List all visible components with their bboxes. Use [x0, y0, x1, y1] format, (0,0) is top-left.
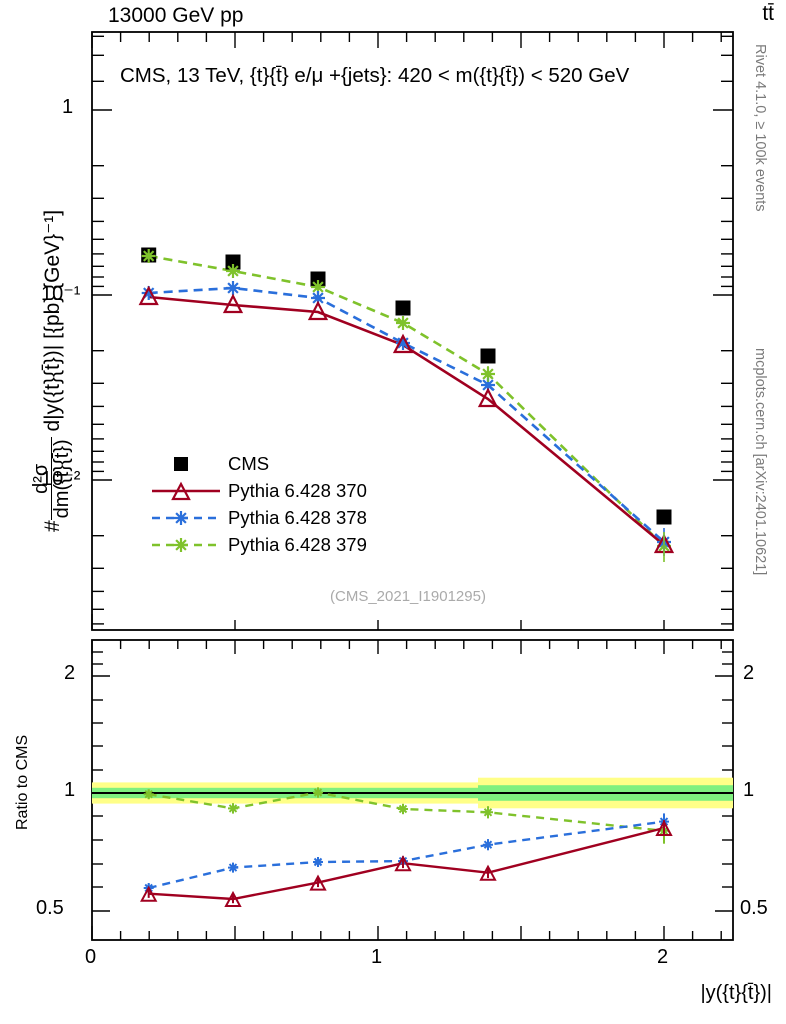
xtick-label-2: 2: [657, 946, 669, 968]
xtick-label-0: 0: [85, 946, 97, 968]
ratio-ytick-label-2-right: 2: [743, 662, 755, 684]
main-x-ticks: [91, 32, 722, 630]
ratio-y-ticks: [92, 651, 733, 912]
xtick-label-1: 1: [371, 946, 383, 968]
plot-title: CMS, 13 TeV, {t}{t̄} e/μ +{jets}: 420 < …: [120, 64, 630, 87]
main-y-ticks: [92, 35, 733, 625]
legend-key-cms: [150, 453, 222, 475]
legend-item-p378[interactable]: Pythia 6.428 378: [150, 504, 367, 531]
legend-item-p379[interactable]: Pythia 6.428 379: [150, 531, 367, 558]
legend-key-p370: [150, 480, 222, 502]
ratio-ytick-label-1-right: 1: [743, 779, 755, 801]
ratio-ytick-label-1-left: 1: [64, 779, 76, 801]
legend-key-p379: [150, 534, 222, 556]
ratio-ytick-label-2-left: 2: [64, 662, 76, 684]
legend-label-p378: Pythia 6.428 378: [228, 506, 367, 528]
legend: CMS Pythia 6.428 370 Pythia 6.428 378: [150, 450, 367, 558]
main-ytick-label-1: 1: [62, 96, 74, 118]
x-axis-label: |y({t}{t̄})|: [700, 982, 772, 1004]
ratio-markers-p378: [143, 813, 669, 893]
legend-item-p370[interactable]: Pythia 6.428 370: [150, 477, 367, 504]
ratio-line-p379: [148, 791, 665, 832]
legend-label-p370: Pythia 6.428 370: [228, 479, 367, 501]
main-ytick-label-1e-2: 10⁻²: [41, 468, 81, 490]
series-line-p379: [148, 254, 665, 547]
main-error-bars: [487, 366, 665, 562]
ratio-line-p370: [148, 826, 665, 901]
series-line-p378: [148, 286, 665, 543]
process-label: tt̄: [762, 2, 774, 25]
ratio-x-ticks: [91, 640, 722, 940]
legend-key-p378: [150, 507, 222, 529]
main-plot-frame: [91, 31, 734, 631]
ratio-markers-p370: [140, 819, 673, 907]
main-ytick-label-1e-1: 10⁻¹: [41, 283, 81, 305]
legend-item-cms[interactable]: CMS: [150, 450, 367, 477]
legend-label-cms: CMS: [228, 452, 270, 474]
ratio-ytick-label-0.5-left: 0.5: [36, 897, 64, 919]
legend-label-p379: Pythia 6.428 379: [228, 533, 367, 555]
ratio-line-p378: [148, 820, 665, 890]
series-line-p370: [148, 295, 665, 547]
analysis-id-watermark: (CMS_2021_I1901295): [330, 588, 486, 605]
beam-energy-label: 13000 GeV pp: [108, 4, 244, 27]
ratio-ytick-label-0.5-right: 0.5: [740, 897, 768, 919]
